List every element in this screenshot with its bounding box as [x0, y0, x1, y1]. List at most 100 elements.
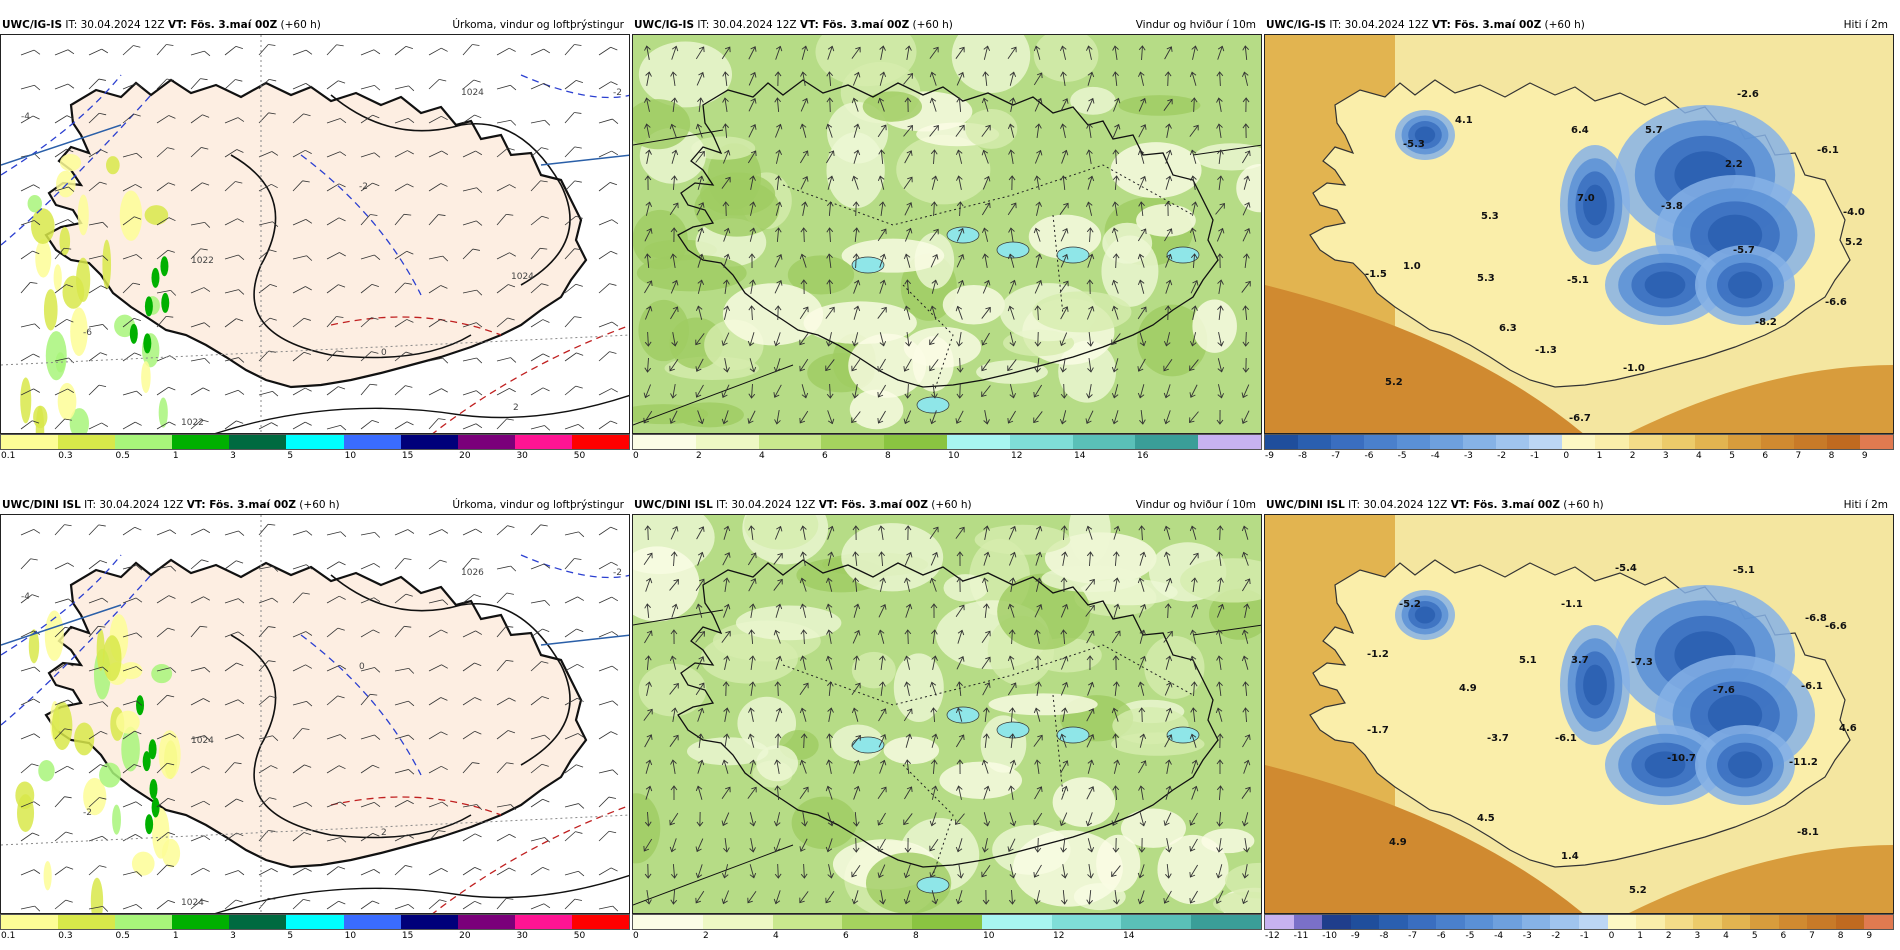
wind-barb [122, 764, 142, 774]
wind-barb [224, 662, 244, 672]
coastline-iceland [44, 78, 588, 389]
wind-arrow [1163, 890, 1172, 904]
wind-speed-area [1118, 95, 1201, 116]
wind-arrow [1137, 577, 1145, 592]
wind-arrow [1009, 97, 1016, 112]
wind-arrow [1242, 201, 1251, 216]
wind-arrow [825, 359, 835, 372]
precip-cell [102, 239, 112, 290]
legend-swatch [514, 915, 572, 929]
wind-barb [292, 113, 311, 124]
wind-speed-area [638, 299, 689, 362]
wind-arrow [1086, 279, 1094, 295]
wind-barb [428, 559, 447, 570]
init-time: IT: 30.04.2024 12Z [1348, 499, 1448, 511]
wind-arrow [1190, 253, 1198, 269]
legend-tick-label: 8 [885, 451, 891, 461]
wind-arrow [877, 384, 887, 398]
wind-arrow [749, 655, 756, 670]
wind-arrow [983, 707, 990, 723]
wind-arrow [800, 655, 807, 670]
wind-arrow [670, 227, 678, 243]
wind-barb [564, 180, 582, 192]
lat-line [1, 124, 122, 166]
wind-speed-area [691, 136, 756, 160]
init-time: IT: 30.04.2024 12Z [1329, 19, 1429, 31]
wind-barb [564, 248, 582, 260]
wind-barb [292, 421, 312, 430]
wind-barb [20, 250, 40, 260]
wind-arrow [1009, 71, 1017, 86]
map-svg: -5.4 -5.1-5.2 -1.1-6.8-6.6-1.25.1 3.7 -7.34.… [1265, 515, 1893, 913]
cold-temperature-area [1583, 664, 1607, 706]
wind-barb [292, 631, 313, 638]
wind-arrow [1059, 812, 1068, 827]
wind-arrow [1112, 123, 1121, 138]
wind-arrow [773, 578, 783, 591]
wind-arrow [723, 655, 730, 670]
wind-barb [122, 352, 142, 362]
wind-barb [496, 119, 517, 126]
wind-arrow [1060, 603, 1069, 618]
wind-barb [292, 387, 312, 396]
legend-tick-label: 5 [287, 931, 294, 941]
wind-arrow [851, 865, 861, 878]
wind-barb [394, 625, 412, 638]
wind-arrow [981, 865, 991, 878]
wind-arrow [851, 890, 859, 905]
wind-arrow [1087, 759, 1095, 774]
temperature-label: 5.2 [1385, 377, 1403, 388]
wind-speed-area [1224, 862, 1261, 899]
wind-barb [496, 184, 516, 192]
wind-barb [598, 769, 619, 776]
wind-barb [394, 800, 414, 808]
wind-arrow [929, 305, 937, 320]
wind-arrow [774, 733, 782, 749]
wind-arrow [826, 253, 833, 269]
wind-arrow [827, 410, 835, 425]
precip-cell [144, 205, 169, 225]
wind-barb [530, 763, 549, 774]
sea-warm-zone [1629, 845, 1893, 913]
wind-arrow [1111, 410, 1119, 425]
wind-barb [54, 148, 74, 158]
wind-barb [394, 319, 414, 328]
legend-swatch [1397, 435, 1431, 449]
wind-arrow [1034, 97, 1043, 112]
temperature-label: 5.2 [1629, 885, 1647, 896]
wind-arrow [1217, 358, 1225, 373]
temperature-label: -6.1 [1801, 681, 1823, 692]
wind-barb [122, 184, 142, 192]
legend-swatch [343, 435, 401, 449]
wind-arrow [799, 358, 809, 372]
wind-arrow [723, 577, 730, 592]
wind-barb [564, 733, 585, 740]
wind-arrow [669, 579, 679, 591]
wind-arrow [1190, 175, 1197, 190]
wind-barb [190, 357, 211, 364]
wind-arrow [1060, 227, 1069, 242]
wind-arrow [1033, 72, 1043, 86]
valid-time: VT: Fös. 3.maí 00Z [1450, 499, 1560, 511]
isobar-label: 1026 [461, 568, 484, 578]
wind-barb [326, 801, 347, 808]
wind-barb [88, 324, 109, 330]
wind-arrow [982, 889, 990, 905]
wind-arrow [749, 681, 756, 696]
wind-arrow [697, 759, 705, 774]
wind-arrow [955, 734, 965, 748]
wind-barb [122, 526, 142, 536]
wind-arrow [852, 201, 860, 217]
wind-barb [156, 565, 177, 572]
wind-arrow [1241, 629, 1249, 644]
wind-barb [496, 147, 515, 158]
wind-arrow [643, 708, 653, 721]
wind-barb [122, 632, 143, 638]
legend-swatch [172, 435, 230, 449]
temperature-label: 5.1 [1519, 655, 1537, 666]
wind-arrow [929, 864, 938, 878]
wind-barb [224, 318, 244, 328]
legend-swatch [1009, 435, 1073, 449]
wind-speed-area [841, 523, 944, 592]
wind-arrow [1189, 733, 1197, 748]
